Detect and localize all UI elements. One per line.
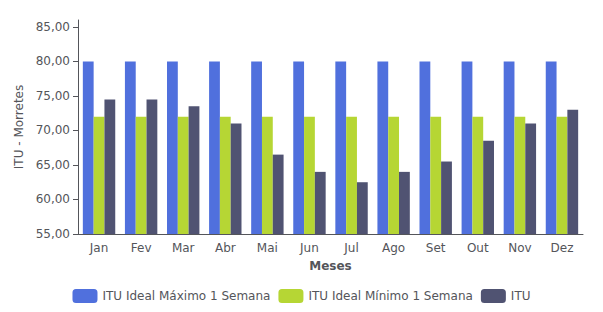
svg-text:60,00: 60,00 xyxy=(36,192,70,206)
svg-text:70,00: 70,00 xyxy=(36,123,70,137)
svg-text:85,00: 85,00 xyxy=(36,20,70,34)
svg-text:Jun: Jun xyxy=(299,241,319,255)
svg-text:Abr: Abr xyxy=(215,241,236,255)
svg-text:Dez: Dez xyxy=(550,241,573,255)
svg-text:ITU Ideal Mínimo 1 Semana: ITU Ideal Mínimo 1 Semana xyxy=(308,289,472,303)
svg-text:Nov: Nov xyxy=(508,241,531,255)
svg-text:Ago: Ago xyxy=(382,241,405,255)
svg-text:75,00: 75,00 xyxy=(36,89,70,103)
svg-text:Meses: Meses xyxy=(309,259,352,273)
svg-text:ITU - Morretes: ITU - Morretes xyxy=(12,85,26,169)
svg-text:65,00: 65,00 xyxy=(36,158,70,172)
svg-text:Set: Set xyxy=(426,241,446,255)
svg-text:55,00: 55,00 xyxy=(36,227,70,241)
svg-text:Mai: Mai xyxy=(257,241,278,255)
svg-text:Jan: Jan xyxy=(89,241,109,255)
svg-text:Out: Out xyxy=(467,241,489,255)
svg-text:ITU: ITU xyxy=(511,289,531,303)
svg-text:Mar: Mar xyxy=(172,241,195,255)
svg-text:ITU Ideal Máximo 1 Semana: ITU Ideal Máximo 1 Semana xyxy=(102,289,270,303)
svg-text:80,00: 80,00 xyxy=(36,54,70,68)
svg-text:Jul: Jul xyxy=(343,241,358,255)
svg-text:Fev: Fev xyxy=(131,241,152,255)
